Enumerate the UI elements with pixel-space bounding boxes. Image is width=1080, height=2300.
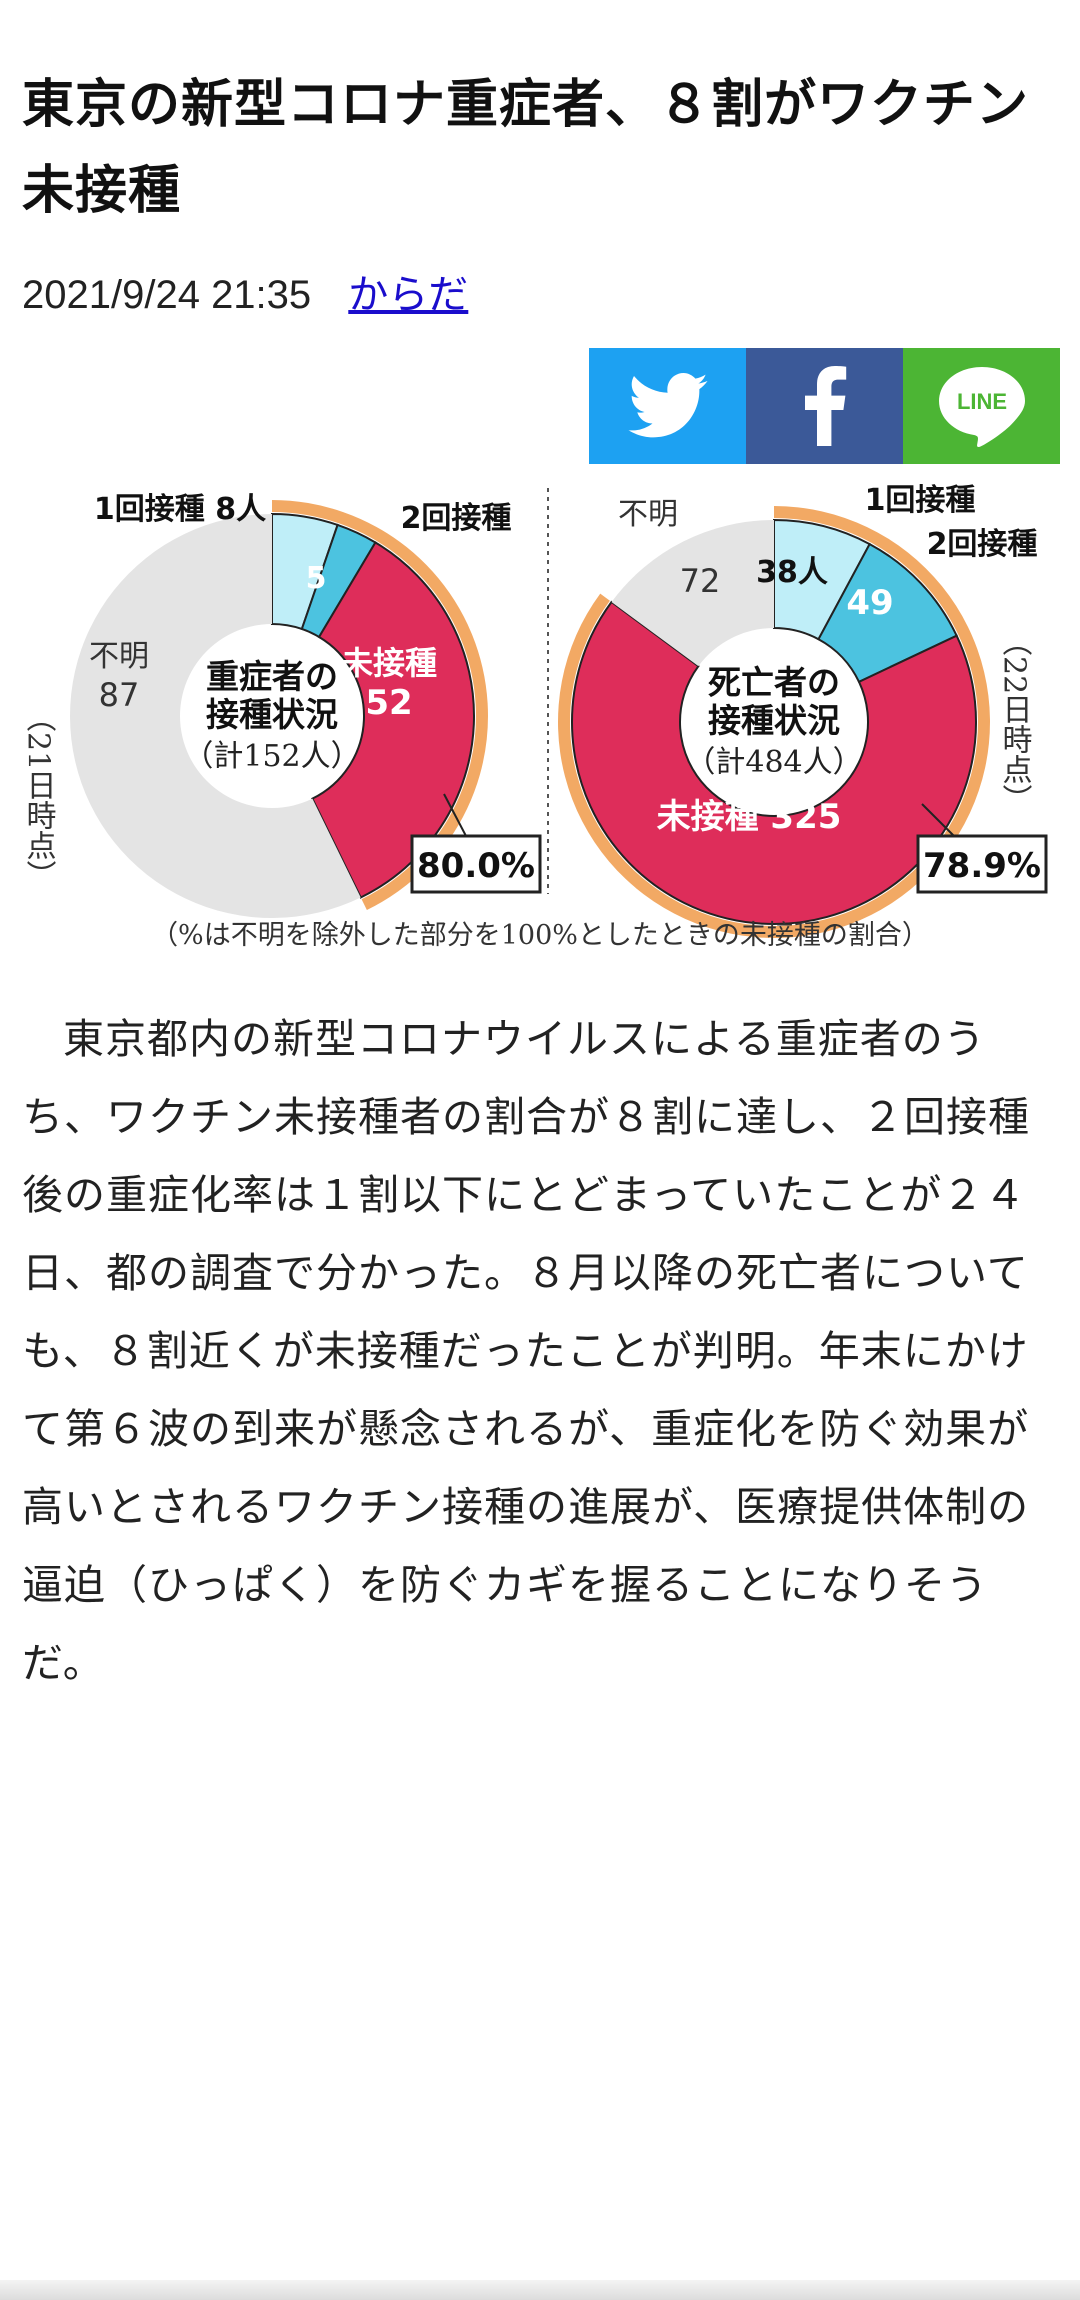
category-callout-1: 2回接種 — [927, 527, 1038, 562]
twitter-bird-icon — [627, 373, 708, 438]
category-callout-0: 2回接種 — [401, 501, 512, 536]
article-meta: 2021/9/24 21:35 からだ — [22, 262, 468, 320]
category-callout-0: 1回接種 — [865, 483, 976, 518]
article-date: 2021/9/24 21:35 — [22, 273, 312, 317]
percentage-box — [916, 834, 1048, 894]
article-paragraph: 東京都内の新型コロナウイルスによる重症者のうち、ワクチン未接種者の割合が８割に達… — [22, 1015, 1030, 1687]
line-share-button[interactable]: LINE — [903, 348, 1060, 464]
line-chat-icon: LINE — [938, 367, 1025, 448]
unvaccinated-percentage: 80.0% — [417, 846, 535, 886]
facebook-f-icon — [804, 366, 846, 446]
donut-slice-3 — [70, 514, 361, 918]
slice-label-0: 1回接種 8人 — [94, 492, 266, 527]
date-note: （22日時点） — [997, 626, 1033, 814]
slice-label-3: 72 — [680, 562, 721, 600]
share-bar: LINE — [589, 348, 1060, 464]
donut-slice-3 — [611, 520, 774, 667]
figure-note: （%は不明を除外した部分を100%としたときの未接種の割合） — [151, 920, 929, 951]
unvaccinated-percentage: 78.9% — [923, 846, 1041, 886]
center-total: （計484人） — [685, 745, 862, 780]
category-callout-2: 不明 — [618, 497, 678, 532]
article-title: 東京の新型コロナ重症者、８割がワクチン未接種 — [22, 75, 1030, 221]
slice-label-0: 38人 — [756, 555, 828, 590]
slice-label-2: 未接種 325 — [657, 797, 842, 837]
center-title: 重症者の — [206, 657, 338, 696]
percentage-leader-line — [443, 793, 467, 837]
article-body: 東京都内の新型コロナウイルスによる重症者のうち、ワクチン未接種者の割合が８割に達… — [22, 1000, 1062, 1702]
percentage-leader-line — [921, 803, 955, 837]
slice-label-1: 49 — [846, 583, 893, 623]
center-subtitle: 接種状況 — [708, 701, 840, 740]
center-total: （計152人） — [183, 739, 360, 774]
category-callout-1: 未接種 — [341, 644, 437, 682]
date-note: （21日時点） — [21, 702, 57, 890]
category-callout-2: 不明 — [89, 639, 149, 674]
slice-label-1: 5 — [306, 561, 327, 596]
facebook-share-button[interactable] — [746, 348, 903, 464]
slice-label-3: 87 — [99, 676, 140, 714]
center-subtitle: 接種状況 — [206, 695, 338, 734]
donut-slice-2 — [311, 541, 475, 899]
twitter-share-button[interactable] — [589, 348, 746, 464]
center-title: 死亡者の — [708, 663, 840, 702]
slice-label-2: 52 — [365, 683, 412, 723]
percentage-box — [410, 834, 542, 894]
line-label: LINE — [956, 389, 1006, 414]
category-link[interactable]: からだ — [348, 273, 469, 317]
bottom-edge — [0, 2280, 1080, 2300]
